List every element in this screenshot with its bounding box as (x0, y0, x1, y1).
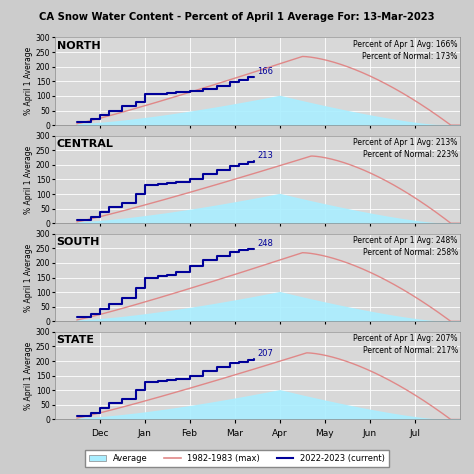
Y-axis label: % April 1 Average: % April 1 Average (24, 244, 33, 311)
Text: 213: 213 (257, 151, 273, 160)
Text: STATE: STATE (56, 335, 94, 345)
Text: 207: 207 (257, 349, 273, 358)
Y-axis label: % April 1 Average: % April 1 Average (24, 146, 33, 213)
Text: Percent of Apr 1 Avg: 248%
Percent of Normal: 258%: Percent of Apr 1 Avg: 248% Percent of No… (354, 237, 458, 257)
Text: Percent of Apr 1 Avg: 166%
Percent of Normal: 173%: Percent of Apr 1 Avg: 166% Percent of No… (353, 40, 458, 61)
Text: CENTRAL: CENTRAL (56, 139, 113, 149)
Text: Percent of Apr 1 Avg: 213%
Percent of Normal: 223%: Percent of Apr 1 Avg: 213% Percent of No… (354, 138, 458, 159)
Text: CA Snow Water Content - Percent of April 1 Average For: 13-Mar-2023: CA Snow Water Content - Percent of April… (39, 12, 435, 22)
Y-axis label: % April 1 Average: % April 1 Average (24, 47, 33, 115)
Text: 166: 166 (257, 67, 273, 76)
Legend: Average, 1982-1983 (max), 2022-2023 (current): Average, 1982-1983 (max), 2022-2023 (cur… (85, 450, 389, 467)
Y-axis label: % April 1 Average: % April 1 Average (24, 342, 33, 410)
Text: Percent of Apr 1 Avg: 207%
Percent of Normal: 217%: Percent of Apr 1 Avg: 207% Percent of No… (353, 335, 458, 355)
Text: SOUTH: SOUTH (56, 237, 100, 247)
Text: NORTH: NORTH (56, 41, 100, 51)
Text: 248: 248 (257, 239, 273, 248)
